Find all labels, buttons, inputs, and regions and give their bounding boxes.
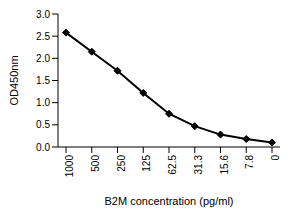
svg-text:62.5: 62.5 xyxy=(167,155,178,175)
svg-text:500: 500 xyxy=(90,155,101,172)
svg-text:250: 250 xyxy=(116,155,127,172)
svg-text:2.5: 2.5 xyxy=(36,31,50,42)
svg-text:7.8: 7.8 xyxy=(244,155,255,169)
svg-text:1.5: 1.5 xyxy=(36,75,50,86)
svg-text:15.6: 15.6 xyxy=(219,155,230,175)
svg-text:0: 0 xyxy=(270,155,281,161)
svg-text:125: 125 xyxy=(141,155,152,172)
svg-text:2.0: 2.0 xyxy=(36,53,50,64)
svg-text:31.3: 31.3 xyxy=(193,155,204,175)
svg-text:OD450nm: OD450nm xyxy=(8,55,20,105)
svg-text:1.0: 1.0 xyxy=(36,97,50,108)
svg-text:0.0: 0.0 xyxy=(36,142,50,153)
svg-text:0.5: 0.5 xyxy=(36,119,50,130)
svg-text:B2M concentration (pg/ml): B2M concentration (pg/ml) xyxy=(105,195,234,207)
svg-text:3.0: 3.0 xyxy=(36,9,50,20)
svg-text:1000: 1000 xyxy=(64,155,75,178)
